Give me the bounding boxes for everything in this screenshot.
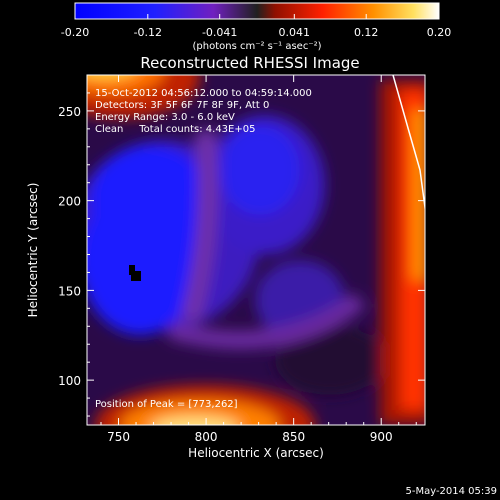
solar-limb — [392, 75, 425, 214]
colorbar-units: (photons cm⁻² s⁻¹ asec⁻²) — [192, 41, 321, 52]
colorbar-tick-label: 0.041 — [279, 26, 311, 39]
x-tick-label: 900 — [370, 430, 393, 444]
plot-frame — [86, 74, 426, 426]
annotation-energy: Energy Range: 3.0 - 6.0 keV — [95, 112, 235, 123]
y-axis-label: Heliocentric Y (arcsec) — [26, 183, 40, 318]
colorbar-tick-label: 0.12 — [354, 26, 379, 39]
y-tick-label: 100 — [58, 374, 81, 388]
colorbar-tick-label: 0.20 — [427, 26, 452, 39]
annotation-detectors: Detectors: 3F 5F 6F 7F 8F 9F, Att 0 — [95, 100, 269, 111]
axis-ticks: 750 800 850 900 100 150 200 250 — [58, 74, 425, 444]
colorbar-tick-label: -0.20 — [61, 26, 89, 39]
plot-area: 750 800 850 900 100 150 200 250 — [58, 74, 426, 444]
heatmap-image — [87, 75, 425, 425]
dark-spot-marker — [129, 265, 141, 281]
colorbar-tick-label: -0.041 — [202, 26, 237, 39]
x-tick-label: 850 — [282, 430, 305, 444]
plot-timestamp: 5-May-2014 05:39 — [405, 486, 497, 497]
colorbar: -0.20 -0.12 -0.041 0.041 0.12 0.20 (photons c… — [61, 2, 451, 52]
annotation-counts: Clean Total counts: 4.43E+05 — [95, 124, 255, 135]
annotation-time: 15-Oct-2012 04:56:12.000 to 04:59:14.000 — [95, 88, 312, 99]
peak-position-label: Position of Peak = [773,262] — [95, 399, 238, 410]
chart-title: Reconstructed RHESSI Image — [140, 54, 359, 72]
colorbar-gradient — [74, 2, 440, 20]
y-tick-label: 150 — [58, 284, 81, 298]
x-tick-label: 800 — [195, 430, 218, 444]
x-tick-label: 750 — [107, 430, 130, 444]
colorbar-tick-label: -0.12 — [134, 26, 162, 39]
colorbar-ticks: -0.20 -0.12 -0.041 0.041 0.12 0.20 — [61, 14, 451, 39]
y-tick-label: 200 — [58, 195, 81, 209]
annotations: 15-Oct-2012 04:56:12.000 to 04:59:14.000… — [95, 88, 312, 410]
x-axis-label: Heliocentric X (arcsec) — [188, 446, 324, 460]
y-tick-label: 250 — [58, 105, 81, 119]
